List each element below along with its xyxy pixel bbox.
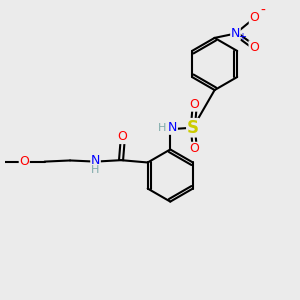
Text: N: N xyxy=(91,154,100,167)
Text: O: O xyxy=(118,130,128,143)
Text: N: N xyxy=(168,121,177,134)
Text: -: - xyxy=(260,3,265,17)
Text: O: O xyxy=(189,142,199,155)
Text: O: O xyxy=(249,41,259,54)
Text: H: H xyxy=(92,165,100,175)
Text: O: O xyxy=(189,98,199,111)
Text: S: S xyxy=(187,119,199,137)
Text: O: O xyxy=(249,11,259,24)
Text: O: O xyxy=(19,155,29,168)
Text: +: + xyxy=(238,32,246,42)
Text: N: N xyxy=(231,27,240,40)
Text: H: H xyxy=(158,123,166,133)
